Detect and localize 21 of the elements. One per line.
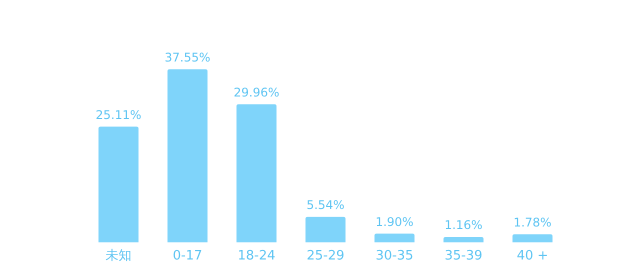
x-tick-label: 25-29 bbox=[306, 248, 344, 264]
bar bbox=[443, 237, 484, 242]
data-label: 29.96% bbox=[234, 85, 280, 100]
bar bbox=[98, 126, 139, 242]
data-label: 25.11% bbox=[96, 108, 142, 122]
data-label: 1.78% bbox=[513, 215, 552, 230]
bar bbox=[305, 216, 346, 242]
data-label: 37.55% bbox=[164, 50, 210, 64]
x-tick-label: 0-17 bbox=[172, 248, 202, 264]
data-label: 5.54% bbox=[306, 198, 345, 212]
bar bbox=[512, 234, 553, 242]
data-label: 1.16% bbox=[444, 218, 483, 232]
x-tick-label: 35-39 bbox=[444, 248, 482, 264]
x-tick-label: 18-24 bbox=[238, 248, 276, 264]
x-tick-label: 40 + bbox=[516, 248, 548, 264]
bar bbox=[236, 104, 277, 242]
bar bbox=[374, 234, 415, 242]
x-tick-label: 未知 bbox=[106, 248, 132, 264]
x-tick-label: 30-35 bbox=[376, 248, 414, 264]
data-label: 1.90% bbox=[375, 214, 414, 229]
bar bbox=[167, 69, 208, 242]
